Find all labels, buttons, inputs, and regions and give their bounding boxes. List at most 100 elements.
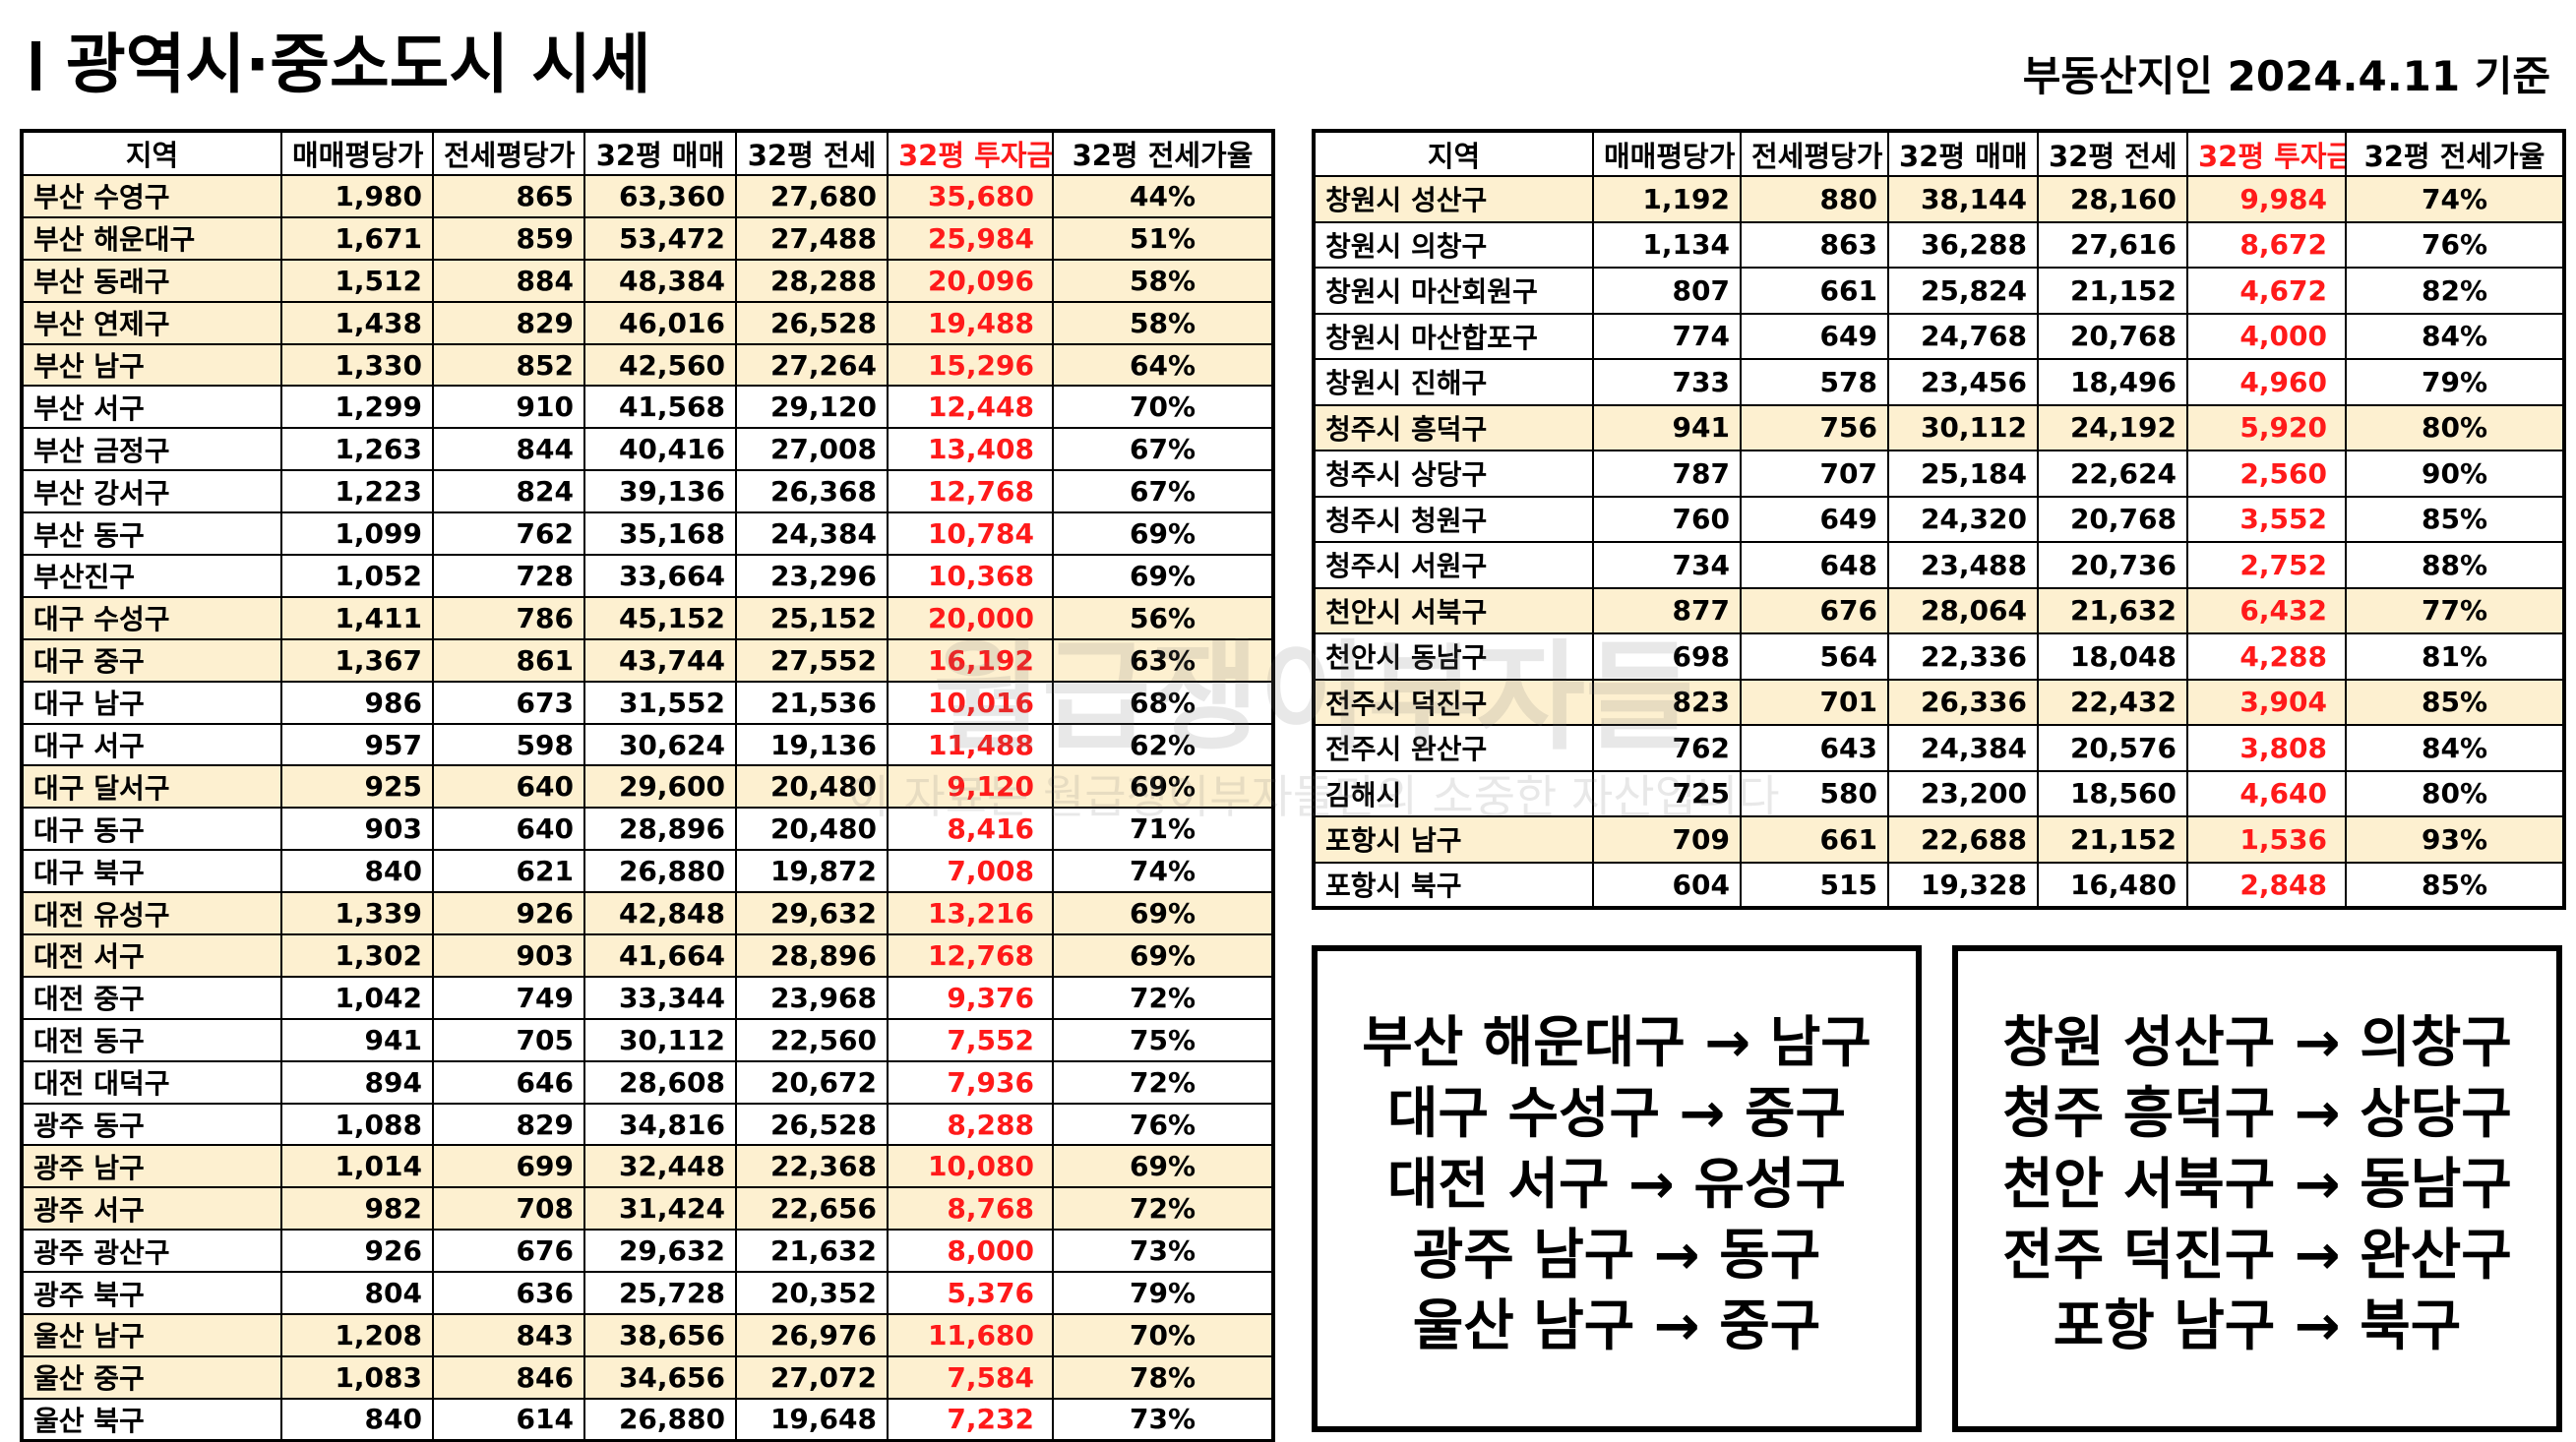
jeonse-32-cell: 29,632 <box>735 891 889 936</box>
jeonse-32-cell: 23,296 <box>735 554 889 598</box>
sale-32-cell: 23,200 <box>1887 769 2039 817</box>
region-cell: 청주시 상당구 <box>1313 450 1594 498</box>
jeonse-32-cell: 27,264 <box>735 342 889 388</box>
investment-32-cell: 9,120 <box>887 764 1054 810</box>
jeonse-rate-32-cell: 69% <box>1052 511 1274 557</box>
investment-32-cell: 11,488 <box>887 722 1054 767</box>
region-cell: 전주시 완산구 <box>1313 724 1594 772</box>
investment-32-cell: 10,080 <box>887 1144 1054 1189</box>
sale-32-cell: 25,824 <box>1887 267 2039 315</box>
jeonse-rate-32-cell: 64% <box>1052 342 1274 388</box>
sale-32-cell: 28,608 <box>583 1059 737 1105</box>
jeonse-32-cell: 19,648 <box>735 1397 889 1442</box>
region-cell: 대전 중구 <box>21 975 282 1020</box>
jeonse-32-cell: 26,368 <box>735 469 889 514</box>
region-cell: 창원시 마산합포구 <box>1313 312 1594 360</box>
jeonse-rate-32-cell: 93% <box>2345 815 2565 864</box>
jeonse-per-pyeong-cell: 824 <box>432 469 585 514</box>
jeonse-per-pyeong-cell: 762 <box>432 511 585 557</box>
jeonse-rate-32-cell: 74% <box>2345 175 2565 223</box>
sale-32-cell: 31,424 <box>583 1186 737 1232</box>
summary-line: 대구 수성구 → 중구 <box>1386 1082 1847 1146</box>
investment-32-cell: 12,768 <box>887 469 1054 514</box>
jeonse-32-cell: 26,528 <box>735 300 889 345</box>
jeonse-per-pyeong-cell: 699 <box>432 1144 585 1189</box>
jeonse-rate-32-cell: 58% <box>1052 258 1274 303</box>
investment-32-cell: 20,096 <box>887 258 1054 303</box>
jeonse-per-pyeong-cell: 643 <box>1740 724 1889 772</box>
table-row: 청주시 흥덕구 941 756 30,112 24,192 5,920 80% <box>1313 403 2565 451</box>
sale-per-pyeong-cell: 787 <box>1592 450 1742 498</box>
jeonse-32-cell: 18,560 <box>2037 769 2188 817</box>
investment-32-cell: 8,768 <box>887 1186 1054 1232</box>
investment-32-cell: 2,560 <box>2186 450 2347 498</box>
investment-32-cell: 8,672 <box>2186 220 2347 269</box>
sale-per-pyeong-cell: 604 <box>1592 861 1742 909</box>
jeonse-32-cell: 22,560 <box>735 1017 889 1062</box>
jeonse-32-cell: 27,488 <box>735 215 889 261</box>
jeonse-rate-32-cell: 84% <box>2345 724 2565 772</box>
sale-per-pyeong-cell: 1,099 <box>280 511 434 557</box>
region-cell: 울산 북구 <box>21 1397 282 1442</box>
table-row: 대전 서구 1,302 903 41,664 28,896 12,768 69% <box>21 933 1274 978</box>
table-row: 부산 남구 1,330 852 42,560 27,264 15,296 64% <box>21 342 1274 388</box>
sale-32-cell: 33,344 <box>583 975 737 1020</box>
table-row: 청주시 서원구 734 648 23,488 20,736 2,752 88% <box>1313 541 2565 589</box>
region-cell: 대전 서구 <box>21 933 282 978</box>
jeonse-32-cell: 20,480 <box>735 807 889 852</box>
sale-per-pyeong-cell: 894 <box>280 1059 434 1105</box>
jeonse-per-pyeong-cell: 707 <box>1740 450 1889 498</box>
sale-32-cell: 39,136 <box>583 469 737 514</box>
region-cell: 포항시 남구 <box>1313 815 1594 864</box>
sale-per-pyeong-cell: 957 <box>280 722 434 767</box>
investment-32-cell: 5,920 <box>2186 403 2347 451</box>
table-row: 부산 동구 1,099 762 35,168 24,384 10,784 69% <box>21 511 1274 557</box>
table-row: 대구 서구 957 598 30,624 19,136 11,488 62% <box>21 722 1274 767</box>
sale-per-pyeong-cell: 804 <box>280 1271 434 1316</box>
summary-box-metro: 부산 해운대구 → 남구 대구 수성구 → 중구 대전 서구 → 유성구 광주 … <box>1312 945 1922 1432</box>
table-row: 천안시 서북구 877 676 28,064 21,632 6,432 77% <box>1313 586 2565 634</box>
jeonse-rate-32-cell: 80% <box>2345 403 2565 451</box>
metro-table-body: 부산 수영구 1,980 865 63,360 27,680 35,680 44% 부산 해운… <box>21 174 1274 1442</box>
sale-per-pyeong-cell: 734 <box>1592 541 1742 589</box>
jeonse-rate-32-cell: 81% <box>2345 632 2565 681</box>
investment-32-cell: 4,960 <box>2186 358 2347 406</box>
region-cell: 광주 남구 <box>21 1144 282 1189</box>
jeonse-rate-32-cell: 79% <box>1052 1271 1274 1316</box>
investment-32-cell: 9,376 <box>887 975 1054 1020</box>
jeonse-per-pyeong-cell: 884 <box>432 258 585 303</box>
region-cell: 대구 중구 <box>21 637 282 683</box>
column-header-jeonse-32: 32평 전세 <box>2037 130 2188 177</box>
jeonse-32-cell: 26,976 <box>735 1313 889 1357</box>
jeonse-rate-32-cell: 69% <box>1052 891 1274 936</box>
sale-32-cell: 22,688 <box>1887 815 2039 864</box>
investment-32-cell: 9,984 <box>2186 175 2347 223</box>
jeonse-rate-32-cell: 63% <box>1052 637 1274 683</box>
jeonse-32-cell: 22,624 <box>2037 450 2188 498</box>
jeonse-per-pyeong-cell: 829 <box>432 1102 585 1147</box>
table-row: 대전 중구 1,042 749 33,344 23,968 9,376 72% <box>21 975 1274 1020</box>
investment-32-cell: 10,784 <box>887 511 1054 557</box>
column-header-sale-32: 32평 매매 <box>1887 130 2039 177</box>
table-row: 전주시 완산구 762 643 24,384 20,576 3,808 84% <box>1313 724 2565 772</box>
sale-per-pyeong-cell: 1,083 <box>280 1354 434 1400</box>
column-header-investment-32: 32평 투자금 <box>887 130 1054 176</box>
sale-32-cell: 24,768 <box>1887 312 2039 360</box>
investment-32-cell: 13,216 <box>887 891 1054 936</box>
jeonse-per-pyeong-cell: 865 <box>432 174 585 218</box>
sale-per-pyeong-cell: 1,263 <box>280 427 434 472</box>
sale-per-pyeong-cell: 903 <box>280 807 434 852</box>
region-cell: 청주시 흥덕구 <box>1313 403 1594 451</box>
jeonse-per-pyeong-cell: 863 <box>1740 220 1889 269</box>
jeonse-rate-32-cell: 84% <box>2345 312 2565 360</box>
investment-32-cell: 35,680 <box>887 174 1054 218</box>
jeonse-32-cell: 20,768 <box>2037 495 2188 543</box>
jeonse-32-cell: 23,968 <box>735 975 889 1020</box>
investment-32-cell: 11,680 <box>887 1313 1054 1357</box>
table-row: 김해시 725 580 23,200 18,560 4,640 80% <box>1313 769 2565 817</box>
sale-per-pyeong-cell: 1,330 <box>280 342 434 388</box>
sale-per-pyeong-cell: 1,042 <box>280 975 434 1020</box>
jeonse-32-cell: 27,072 <box>735 1354 889 1400</box>
table-row: 대구 중구 1,367 861 43,744 27,552 16,192 63% <box>21 637 1274 683</box>
table-row: 대구 동구 903 640 28,896 20,480 8,416 71% <box>21 807 1274 852</box>
